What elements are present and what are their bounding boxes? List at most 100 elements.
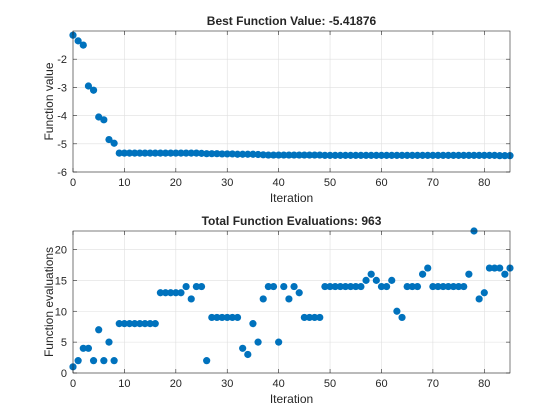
data-point — [383, 282, 391, 291]
data-point — [316, 313, 324, 322]
data-point — [388, 276, 396, 284]
y-tick-label: -2 — [57, 54, 67, 66]
data-point — [131, 320, 139, 328]
data-point — [377, 282, 386, 291]
data-point — [470, 151, 478, 159]
data-point — [413, 282, 422, 291]
data-point — [295, 151, 303, 159]
data-point — [496, 264, 504, 272]
data-point — [228, 150, 236, 158]
data-point — [177, 289, 185, 297]
data-point — [305, 313, 314, 322]
data-point — [244, 350, 252, 359]
y-axis-label: Function value — [42, 62, 56, 140]
data-point — [326, 151, 334, 159]
data-point — [239, 150, 247, 158]
data-point — [336, 282, 344, 291]
data-point — [223, 150, 231, 158]
data-point — [501, 152, 509, 160]
data-point — [331, 151, 339, 159]
data-point — [449, 151, 458, 159]
data-point — [192, 149, 200, 157]
x-tick-label: 60 — [375, 378, 387, 390]
data-point — [197, 149, 206, 157]
data-point — [429, 282, 437, 291]
x-tick-label: 30 — [221, 177, 233, 189]
data-point — [408, 151, 416, 159]
data-point — [244, 150, 252, 158]
data-point — [182, 282, 190, 291]
data-point — [460, 151, 468, 159]
y-tick-label: 0 — [61, 368, 67, 380]
data-point — [264, 282, 272, 291]
data-point — [177, 149, 185, 157]
data-point — [151, 149, 159, 157]
data-point — [413, 151, 422, 159]
x-tick-label: 70 — [427, 378, 439, 390]
data-point — [74, 37, 82, 45]
data-series-evaluations — [69, 227, 514, 371]
data-point — [403, 151, 411, 159]
data-point — [331, 282, 339, 291]
data-point — [357, 151, 365, 159]
data-point — [429, 151, 437, 159]
data-point — [480, 151, 488, 159]
data-point — [388, 151, 396, 159]
x-tick-label: 50 — [324, 177, 336, 189]
data-point — [84, 82, 93, 90]
data-point — [213, 313, 221, 322]
data-point — [347, 282, 355, 291]
data-point — [203, 357, 211, 365]
plot-best-function-value: 0 10 20 30 40 50 60 70 80 -6 -5 -4 -3 -2 Best Function… — [42, 14, 514, 205]
data-point — [208, 150, 216, 158]
data-point — [444, 151, 452, 159]
x-tick-label: 70 — [427, 177, 439, 189]
data-point — [496, 152, 504, 160]
data-point — [259, 151, 267, 159]
data-point — [74, 357, 82, 365]
data-point — [146, 320, 154, 328]
data-point — [105, 338, 113, 346]
plot-total-function-evaluations: 0 10 20 30 40 50 60 70 80 0 5 10 15 20 Total Function … — [42, 214, 514, 406]
data-point — [254, 338, 262, 346]
data-point — [326, 282, 334, 291]
data-point — [449, 282, 458, 291]
data-point — [100, 116, 108, 124]
data-point — [490, 151, 499, 159]
data-point — [161, 289, 170, 297]
data-point — [95, 326, 103, 334]
x-axis-label: Iteration — [270, 191, 313, 205]
data-series-best-value — [69, 31, 514, 160]
data-point — [290, 151, 298, 159]
data-point — [233, 150, 242, 158]
data-point — [419, 151, 427, 159]
x-tick-label: 40 — [273, 177, 285, 189]
data-point — [115, 320, 123, 328]
data-point — [362, 276, 370, 284]
data-point — [269, 282, 278, 291]
data-point — [393, 151, 401, 159]
data-point — [203, 150, 211, 158]
data-point — [290, 282, 298, 291]
data-point — [110, 357, 118, 365]
data-point — [490, 264, 499, 272]
data-point — [233, 313, 242, 322]
x-tick-label: 30 — [221, 378, 233, 390]
data-point — [280, 282, 288, 291]
data-point — [300, 313, 308, 322]
data-point — [434, 282, 442, 291]
data-point — [79, 41, 87, 49]
data-point — [275, 151, 283, 159]
data-point — [300, 151, 308, 159]
data-point — [79, 344, 87, 352]
data-point — [141, 320, 149, 328]
data-point — [295, 289, 303, 297]
data-point — [223, 313, 231, 322]
data-point — [311, 151, 319, 159]
data-point — [372, 151, 380, 159]
data-point — [316, 151, 324, 159]
y-tick-label: -4 — [57, 111, 67, 123]
data-point — [105, 135, 113, 144]
y-axis-label: Function evaluations — [42, 247, 56, 357]
